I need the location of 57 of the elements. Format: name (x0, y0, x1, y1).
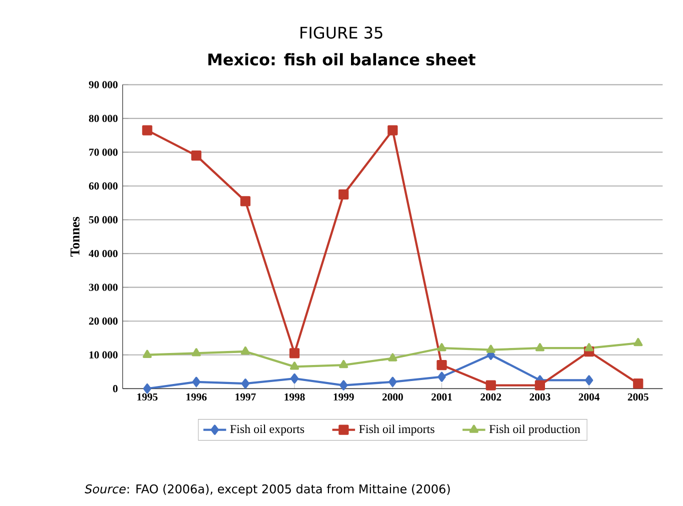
y-tick-label: 60 000 (88, 182, 118, 190)
point (338, 189, 349, 200)
x-tick-label: 1995 (137, 393, 158, 401)
point (584, 375, 594, 386)
point (436, 360, 447, 370)
point (340, 380, 348, 390)
legend-label: Fish oil imports (359, 424, 434, 436)
point (240, 346, 250, 355)
point (142, 350, 152, 358)
point (388, 353, 398, 362)
chart-title: FIGURE 35 (300, 26, 382, 39)
point (290, 373, 299, 384)
x-tick-label: 1997 (236, 393, 256, 401)
point (437, 343, 446, 352)
x-tick-label: 1998 (284, 393, 305, 401)
legend-label: Fish oil exports (230, 424, 304, 436)
point (241, 378, 250, 389)
y-tick-label: 30 000 (89, 284, 118, 291)
point (339, 360, 348, 368)
text: Source: FAO (2006a), except 2005 data from Mittaine (2006) (84, 484, 450, 496)
point (289, 348, 300, 358)
point (192, 376, 200, 387)
point (438, 372, 446, 382)
point (191, 150, 202, 161)
y-tick-label: 90 000 (88, 81, 118, 88)
point (142, 125, 152, 136)
y-tick-label: 70 000 (89, 148, 118, 156)
y-tick-label: 40 000 (88, 250, 118, 258)
x-tick-label: 2004 (578, 393, 600, 401)
point (486, 344, 496, 353)
point (534, 380, 546, 390)
x-tick-label: 2000 (382, 393, 403, 401)
point (633, 378, 644, 389)
y-tick-label: 10 000 (89, 351, 118, 358)
point (192, 348, 201, 356)
point (388, 125, 398, 136)
x-tick-label: 2002 (480, 393, 502, 401)
chart-subtitle: Mexico: fish oil balance sheet (208, 53, 476, 66)
y-axis-title: Tonnes (70, 216, 80, 257)
legend-label: Fish oil production (489, 424, 580, 436)
point (535, 343, 544, 352)
x-tick-label: 2005 (628, 393, 648, 401)
y-tick-label: 0 (113, 385, 118, 392)
point (240, 196, 250, 206)
point (388, 376, 397, 387)
y-tick-label: 80 000 (88, 114, 118, 122)
x-tick-label: 2003 (530, 393, 550, 401)
x-tick-label: 1999 (334, 393, 354, 401)
point (584, 343, 594, 352)
x-tick-label: 1996 (186, 393, 207, 401)
x-tick-label: 2001 (432, 393, 452, 401)
point (143, 384, 152, 394)
point (486, 380, 496, 390)
y-tick-label: 50 000 (89, 216, 118, 224)
point (634, 338, 643, 346)
point (290, 362, 300, 370)
y-tick-label: 20 000 (89, 318, 118, 325)
